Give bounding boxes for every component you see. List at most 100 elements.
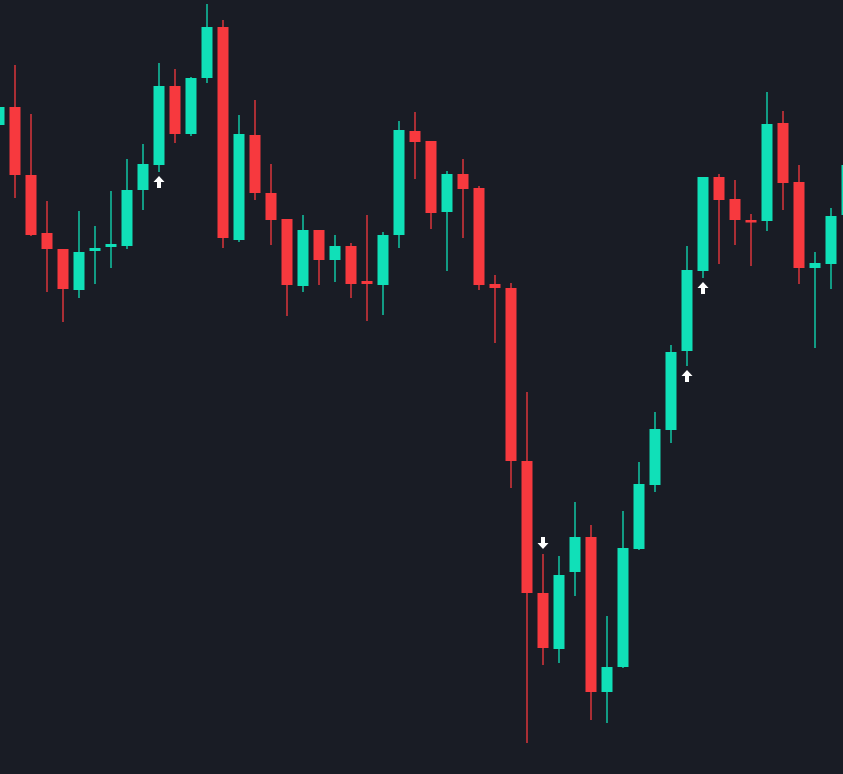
- candle: [633, 462, 645, 550]
- candle-body: [105, 244, 117, 247]
- candle: [73, 211, 85, 298]
- candle: [601, 616, 613, 723]
- candle-body: [441, 174, 453, 212]
- candle-body: [9, 107, 21, 175]
- candle: [569, 502, 581, 596]
- candle: [265, 164, 277, 245]
- candle: [409, 112, 421, 179]
- candle-body: [73, 252, 85, 290]
- candle-body: [649, 429, 661, 485]
- candle-body: [153, 86, 165, 165]
- candle-body: [0, 107, 5, 125]
- candle: [617, 511, 629, 668]
- arrow-up-icon: [681, 370, 693, 382]
- candle: [649, 412, 661, 492]
- candle-body: [281, 219, 293, 285]
- candle-body: [89, 248, 101, 251]
- candle: [153, 63, 165, 172]
- candle: [105, 191, 117, 268]
- candle: [665, 345, 677, 443]
- candle-body: [777, 123, 789, 183]
- candle-body: [329, 246, 341, 260]
- signal-markers: [153, 176, 709, 549]
- candle: [313, 230, 325, 285]
- candle-body: [233, 134, 245, 240]
- candle: [681, 246, 693, 366]
- candle: [553, 556, 565, 663]
- candle-body: [537, 593, 549, 648]
- candle-body: [137, 164, 149, 190]
- candle: [793, 165, 805, 284]
- candles: [0, 4, 843, 743]
- candle: [345, 243, 357, 298]
- candle-body: [569, 537, 581, 572]
- candle: [89, 226, 101, 284]
- candle-body: [489, 284, 501, 288]
- candle-body: [313, 230, 325, 260]
- candle-body: [185, 78, 197, 134]
- candle: [361, 215, 373, 321]
- candle: [457, 159, 469, 238]
- candle-body: [217, 27, 229, 238]
- candle-body: [121, 190, 133, 246]
- candle: [25, 114, 37, 236]
- candle: [377, 232, 389, 315]
- arrow-up-icon: [697, 282, 709, 294]
- candle-body: [681, 270, 693, 351]
- candle-body: [393, 130, 405, 235]
- candle: [217, 20, 229, 248]
- candle: [201, 4, 213, 83]
- candle-body: [41, 233, 53, 249]
- candle-body: [457, 174, 469, 189]
- candle: [697, 177, 709, 278]
- candle-body: [617, 548, 629, 667]
- candle: [745, 214, 757, 266]
- candle: [841, 165, 843, 215]
- candle: [585, 525, 597, 720]
- candle-body: [361, 281, 373, 284]
- candle-body: [25, 175, 37, 235]
- candle-body: [249, 135, 261, 193]
- arrow-down-icon: [537, 537, 549, 549]
- candle-body: [201, 27, 213, 78]
- candle: [537, 554, 549, 665]
- candle-body: [473, 188, 485, 285]
- candle-body: [809, 263, 821, 268]
- arrow-up-icon: [153, 176, 165, 188]
- candle: [169, 69, 181, 143]
- candle-body: [729, 199, 741, 220]
- candle-body: [825, 216, 837, 264]
- candle-body: [265, 193, 277, 220]
- candle: [57, 249, 69, 322]
- candle: [121, 159, 133, 249]
- candle-body: [793, 182, 805, 268]
- candle-body: [553, 575, 565, 649]
- candle: [761, 92, 773, 231]
- candle: [777, 111, 789, 210]
- candle-body: [745, 220, 757, 223]
- candle-body: [169, 86, 181, 134]
- candle: [729, 180, 741, 245]
- candle: [441, 171, 453, 271]
- candle: [329, 235, 341, 282]
- candle: [249, 100, 261, 200]
- candle: [425, 141, 437, 229]
- candle-body: [297, 230, 309, 286]
- candle: [9, 65, 21, 198]
- candle-body: [841, 165, 843, 215]
- candle-body: [633, 484, 645, 549]
- candle: [713, 174, 725, 264]
- candle-body: [425, 141, 437, 213]
- candle-body: [601, 667, 613, 692]
- candle-body: [409, 131, 421, 142]
- candle-body: [521, 461, 533, 593]
- candle: [281, 219, 293, 316]
- candle: [137, 144, 149, 210]
- candle: [185, 77, 197, 136]
- candle: [473, 186, 485, 290]
- candle: [0, 107, 5, 125]
- candle: [233, 115, 245, 242]
- candle: [41, 201, 53, 292]
